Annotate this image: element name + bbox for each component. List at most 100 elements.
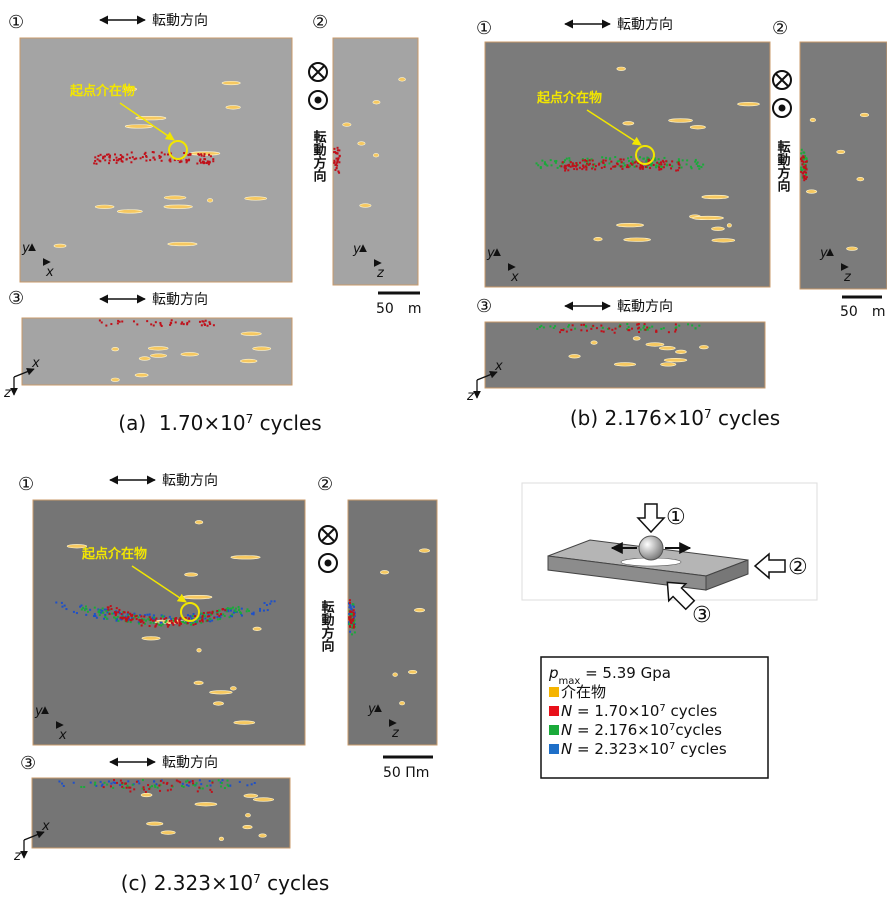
inclusion bbox=[167, 241, 198, 247]
inclusion bbox=[147, 346, 169, 351]
legend-entry: N = 1.70×107 cycles bbox=[561, 702, 717, 720]
crack-point bbox=[677, 160, 680, 163]
caption: (a) 1.70×107 cycles bbox=[118, 411, 321, 435]
crack-point bbox=[640, 166, 643, 169]
inclusion bbox=[846, 246, 858, 251]
crack-point bbox=[333, 147, 336, 150]
caption-exponent: 7 bbox=[253, 872, 261, 886]
crack-point bbox=[192, 623, 195, 626]
crack-point bbox=[229, 784, 232, 787]
direction-label: 転動方向 bbox=[162, 473, 218, 489]
crack-point bbox=[111, 612, 114, 615]
crack-point bbox=[637, 327, 640, 330]
crack-point bbox=[207, 613, 210, 616]
crack-point bbox=[192, 783, 195, 786]
crack-point bbox=[568, 159, 571, 162]
crack-point bbox=[130, 619, 133, 622]
crack-point bbox=[253, 781, 256, 784]
crack-point bbox=[209, 322, 212, 325]
crack-point bbox=[349, 605, 352, 608]
origin-pointer bbox=[586, 109, 642, 146]
crack-point bbox=[614, 327, 617, 330]
caption-text: (a) 1.70×10 bbox=[118, 411, 245, 435]
crack-point bbox=[353, 631, 356, 634]
crack-point bbox=[80, 608, 83, 611]
axis-glyph bbox=[13, 367, 35, 378]
crack-point bbox=[105, 324, 108, 327]
crack-point bbox=[117, 619, 120, 622]
crack-point bbox=[220, 785, 223, 788]
axis-label: x bbox=[41, 819, 50, 834]
crack-point bbox=[650, 164, 653, 167]
crack-point bbox=[802, 165, 805, 168]
crack-point bbox=[201, 320, 204, 323]
crack-point bbox=[148, 625, 151, 628]
scale-label: 50 Πm bbox=[383, 765, 429, 781]
direction-label: 転動方向 bbox=[152, 13, 208, 29]
crack-point bbox=[581, 168, 584, 171]
crack-point bbox=[172, 617, 175, 620]
crack-point bbox=[101, 609, 104, 612]
crack-point bbox=[270, 600, 273, 603]
crack-point bbox=[593, 163, 596, 166]
crack-point bbox=[563, 161, 566, 164]
crack-point bbox=[98, 614, 101, 617]
crack-point bbox=[348, 621, 351, 624]
crack-point bbox=[337, 170, 340, 173]
crack-point bbox=[175, 617, 178, 620]
legend-suffix: cycles bbox=[675, 721, 722, 739]
out-symbol bbox=[308, 90, 328, 110]
crack-point bbox=[352, 623, 355, 626]
crack-point bbox=[224, 609, 227, 612]
bottom-view bbox=[484, 321, 766, 389]
crack-point bbox=[219, 613, 222, 616]
legend-exponent: 7 bbox=[659, 703, 665, 714]
crack-point bbox=[352, 626, 355, 629]
crack-point bbox=[211, 619, 214, 622]
crack-point bbox=[130, 151, 133, 154]
crack-point bbox=[118, 158, 121, 161]
crack-point bbox=[153, 780, 156, 783]
crack-point bbox=[631, 160, 634, 163]
crack-point bbox=[165, 617, 168, 620]
crack-point bbox=[188, 320, 191, 323]
crack-point bbox=[117, 319, 120, 322]
inclusion bbox=[809, 117, 816, 123]
crack-point bbox=[124, 615, 127, 618]
crack-point bbox=[221, 608, 224, 611]
caption-suffix: cycles bbox=[712, 406, 780, 430]
crack-point bbox=[144, 151, 147, 154]
origin-label: 起点介在物 bbox=[69, 83, 135, 99]
crack-point bbox=[352, 611, 355, 614]
crack-point bbox=[121, 615, 124, 618]
crack-point bbox=[627, 160, 630, 163]
crack-point bbox=[542, 326, 545, 329]
crack-point bbox=[694, 327, 697, 330]
axis-label: x bbox=[45, 265, 54, 280]
crack-point bbox=[187, 154, 190, 157]
crack-point bbox=[646, 326, 649, 329]
crack-point bbox=[568, 324, 571, 327]
crack-point bbox=[800, 168, 803, 171]
crack-point bbox=[643, 323, 646, 326]
crack-point bbox=[128, 786, 131, 789]
crack-point bbox=[800, 156, 803, 159]
crack-point bbox=[152, 324, 155, 327]
crack-point bbox=[580, 323, 583, 326]
crack-point bbox=[227, 608, 230, 611]
crack-point bbox=[115, 159, 118, 162]
crack-point bbox=[133, 788, 136, 791]
crack-point bbox=[804, 166, 807, 169]
crack-point bbox=[633, 161, 636, 164]
inclusion bbox=[622, 121, 635, 126]
crack-point bbox=[588, 159, 591, 162]
crack-point bbox=[562, 328, 565, 331]
legend-frame bbox=[540, 656, 769, 779]
crack-point bbox=[566, 164, 569, 167]
crack-point bbox=[103, 617, 106, 620]
inclusion bbox=[184, 572, 198, 577]
crack-point bbox=[158, 784, 161, 787]
scale-label: 50 m bbox=[376, 301, 421, 317]
crack-point bbox=[123, 616, 126, 619]
crack-point bbox=[142, 786, 145, 789]
